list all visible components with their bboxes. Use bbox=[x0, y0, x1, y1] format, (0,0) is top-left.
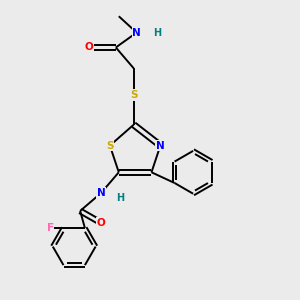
Text: F: F bbox=[46, 223, 54, 233]
Text: S: S bbox=[106, 140, 114, 151]
Text: O: O bbox=[85, 43, 93, 52]
Text: N: N bbox=[97, 188, 105, 198]
Text: H: H bbox=[153, 28, 161, 38]
Text: O: O bbox=[97, 218, 105, 228]
Text: N: N bbox=[156, 140, 165, 151]
Text: N: N bbox=[132, 28, 141, 38]
Text: H: H bbox=[116, 193, 124, 202]
Text: S: S bbox=[130, 90, 137, 100]
